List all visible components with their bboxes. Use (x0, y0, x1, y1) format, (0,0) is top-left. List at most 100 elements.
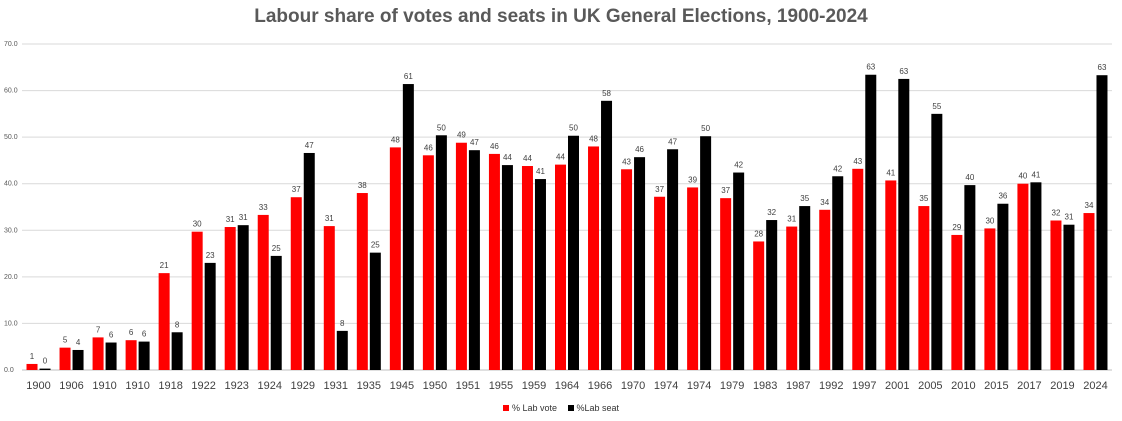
data-label-lab-seat: 31 (239, 213, 248, 222)
data-label-lab-seat: 47 (470, 138, 479, 147)
x-tick-label: 1906 (59, 380, 83, 392)
bar-lab-seat (468, 150, 480, 370)
bar-lab-seat (336, 330, 348, 370)
bar-lab-seat (832, 176, 844, 370)
data-label-lab-vote: 5 (63, 336, 68, 345)
bar-lab-vote (59, 347, 71, 370)
bar-lab-seat (898, 78, 910, 370)
data-label-lab-seat: 47 (668, 137, 677, 146)
x-tick-label: 1997 (852, 380, 876, 392)
bar-lab-vote (555, 164, 566, 370)
data-label-lab-seat: 0 (43, 357, 48, 366)
bar-lab-seat (634, 157, 646, 370)
data-label-lab-vote: 35 (919, 194, 928, 203)
bar-lab-vote (1083, 213, 1095, 370)
x-tick-label: 1987 (786, 380, 810, 392)
bar-lab-seat (369, 252, 381, 370)
x-tick-label: 1955 (489, 380, 513, 392)
data-label-lab-vote: 32 (1052, 209, 1061, 218)
data-label-lab-seat: 23 (206, 251, 215, 260)
y-tick-label: 30.0 (4, 227, 18, 234)
data-label-lab-seat: 63 (899, 67, 908, 76)
chart-legend: % Lab vote %Lab seat (0, 403, 1122, 413)
bar-lab-vote (389, 147, 401, 370)
bar-lab-seat (39, 368, 51, 370)
data-label-lab-vote: 6 (129, 328, 134, 337)
x-tick-label: 1951 (456, 380, 480, 392)
bar-lab-seat (733, 172, 745, 370)
bar-lab-seat (931, 113, 943, 370)
bar-lab-vote (819, 209, 831, 370)
bar-lab-seat (1096, 75, 1108, 371)
data-label-lab-seat: 63 (1098, 63, 1107, 72)
bar-lab-vote (455, 142, 467, 370)
y-tick-label: 40.0 (4, 181, 18, 188)
data-label-lab-seat: 36 (998, 192, 1007, 201)
bar-lab-vote (885, 180, 897, 370)
bar-lab-vote (323, 226, 335, 370)
data-label-lab-seat: 50 (701, 124, 710, 133)
bar-lab-seat (501, 165, 513, 370)
data-label-lab-seat: 42 (833, 164, 842, 173)
bar-lab-vote (654, 196, 666, 370)
bar-lab-seat (534, 179, 546, 370)
data-label-lab-seat: 63 (866, 63, 875, 72)
legend-item-lab-vote: % Lab vote (502, 403, 557, 413)
bar-lab-vote (158, 273, 170, 370)
bar-lab-vote (852, 168, 864, 370)
bar-lab-seat (303, 152, 315, 370)
data-label-lab-seat: 8 (175, 320, 180, 329)
bar-lab-seat (171, 332, 183, 370)
data-label-lab-vote: 39 (688, 175, 697, 184)
data-label-lab-seat: 4 (76, 338, 81, 347)
bar-lab-vote (687, 187, 699, 370)
x-tick-label: 1974 (687, 380, 711, 392)
legend-swatch-lab-vote (502, 405, 509, 411)
x-tick-label: 1922 (191, 380, 215, 392)
data-label-lab-vote: 29 (952, 223, 961, 232)
data-label-lab-vote: 31 (787, 215, 796, 224)
data-label-lab-seat: 25 (272, 244, 281, 253)
y-tick-label: 0.0 (4, 367, 14, 374)
x-tick-label: 1931 (324, 380, 348, 392)
bar-lab-seat (204, 262, 216, 370)
bar-lab-vote (720, 198, 732, 370)
legend-label-lab-seat: %Lab seat (576, 403, 620, 413)
bar-lab-vote (1050, 220, 1062, 370)
x-tick-label: 1959 (522, 380, 546, 392)
data-label-lab-vote: 40 (1018, 172, 1027, 181)
bar-lab-seat (237, 225, 249, 370)
x-tick-label: 1966 (588, 380, 612, 392)
data-label-lab-seat: 50 (437, 123, 446, 132)
x-tick-label: 1964 (555, 380, 579, 392)
data-label-lab-vote: 46 (424, 143, 433, 152)
bar-lab-seat (435, 135, 447, 370)
x-tick-label: 1910 (125, 380, 149, 392)
bar-lab-vote (918, 206, 930, 370)
data-label-lab-seat: 6 (142, 330, 147, 339)
data-label-lab-vote: 43 (853, 157, 862, 166)
x-tick-label: 1900 (26, 380, 50, 392)
bar-lab-seat (865, 74, 877, 370)
bar-lab-seat (997, 203, 1009, 370)
x-tick-label: 2005 (918, 380, 942, 392)
bar-lab-vote (422, 155, 434, 370)
data-label-lab-vote: 31 (325, 214, 334, 223)
data-label-lab-seat: 50 (569, 124, 578, 133)
data-label-lab-vote: 34 (1085, 201, 1094, 210)
x-tick-label: 2024 (1083, 380, 1107, 392)
data-label-lab-seat: 6 (109, 331, 114, 340)
data-label-lab-seat: 25 (371, 241, 380, 250)
x-tick-label: 1929 (291, 380, 315, 392)
bar-lab-vote (257, 214, 269, 370)
x-tick-label: 1935 (357, 380, 381, 392)
x-tick-label: 1950 (423, 380, 447, 392)
bar-lab-seat (1030, 182, 1042, 370)
data-label-lab-vote: 30 (193, 220, 202, 229)
data-label-lab-seat: 55 (932, 102, 941, 111)
bar-lab-vote (488, 153, 500, 370)
data-label-lab-vote: 34 (820, 198, 829, 207)
data-label-lab-seat: 35 (800, 194, 809, 203)
data-label-lab-vote: 30 (985, 216, 994, 225)
data-label-lab-seat: 61 (404, 72, 413, 81)
